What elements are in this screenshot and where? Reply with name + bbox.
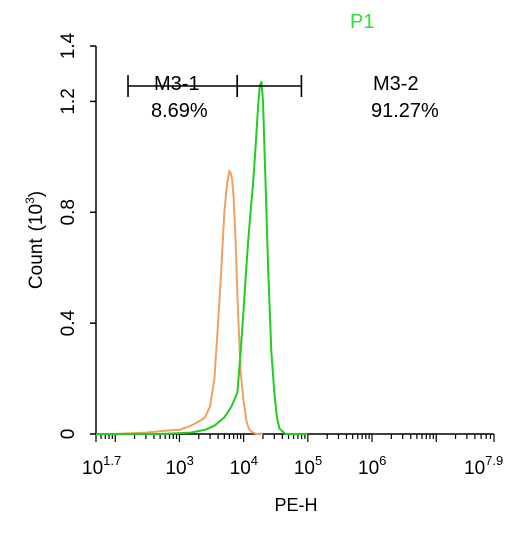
x-tick-label: 106 — [358, 453, 386, 479]
series-line-1 — [96, 169, 263, 435]
gate-m3-2-percent: 91.27% — [371, 100, 439, 122]
y-tick-label: 0.4 — [58, 310, 79, 337]
x-axis-label: PE-H — [274, 495, 317, 515]
y-axis-label: Count(103) — [23, 191, 47, 289]
x-tick-label: 107.9 — [464, 453, 503, 479]
y-tick-label: 1.4 — [58, 32, 79, 59]
x-tick-label: 104 — [230, 453, 258, 479]
y-axis-ticks: 0 0.4 0.8 1.2 1.4 — [58, 32, 96, 439]
histogram-series — [96, 81, 308, 435]
y-tick-label: 0 — [58, 429, 79, 440]
chart-title: P1 — [350, 11, 374, 33]
x-tick-label: 105 — [294, 453, 322, 479]
gate-m3-2-name: M3-2 — [373, 73, 419, 95]
gate-m3-1-name: M3-1 — [154, 73, 200, 95]
x-tick-label: 101.7 — [82, 453, 121, 479]
y-tick-label: 1.2 — [58, 88, 79, 114]
x-tick-label: 103 — [165, 453, 193, 479]
x-axis-ticks: 101.7 103 104 105 106 107.9 — [82, 434, 503, 479]
y-tick-label: 0.8 — [58, 199, 79, 225]
gate-markers — [127, 75, 303, 97]
gate-m3-1-percent: 8.69% — [151, 100, 208, 122]
series-line-2 — [96, 81, 308, 435]
